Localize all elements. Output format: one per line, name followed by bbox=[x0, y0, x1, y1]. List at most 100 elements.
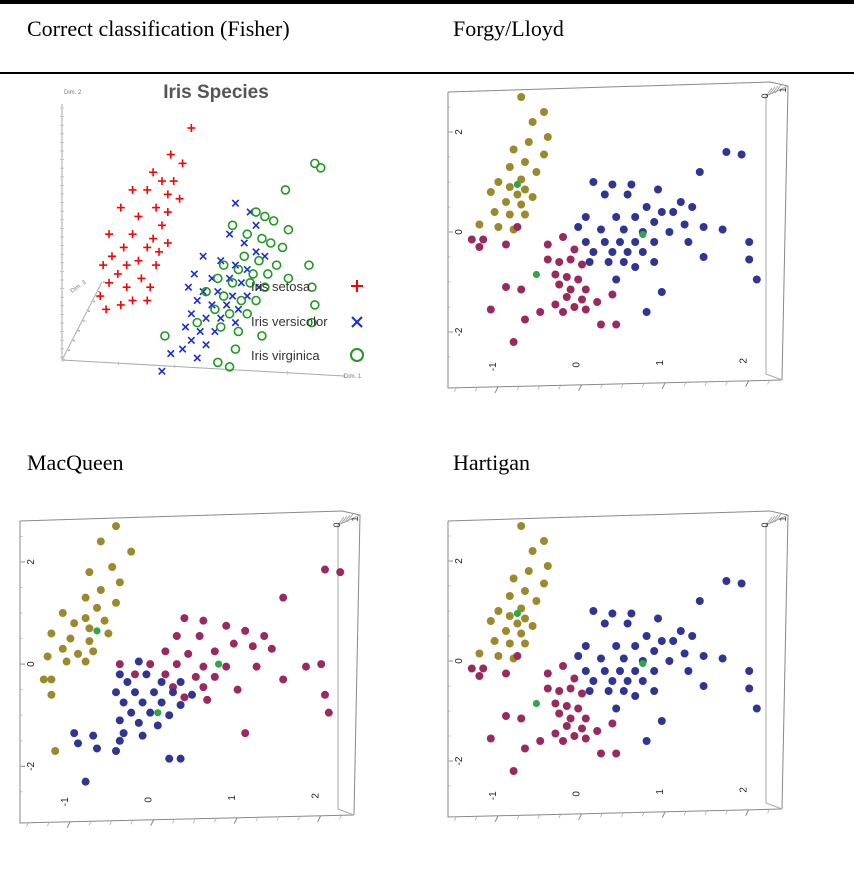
hartigan-cluster-2-point bbox=[559, 662, 567, 670]
macqueen-x-tick bbox=[317, 815, 322, 823]
setosa-point bbox=[113, 269, 122, 278]
macqueen-cluster-3-point bbox=[188, 690, 196, 699]
macqueen-cluster-1-point bbox=[96, 537, 105, 546]
macqueen-cluster-2-point bbox=[229, 639, 238, 648]
hartigan-cluster-3-point bbox=[752, 704, 761, 713]
setosa-point bbox=[116, 300, 125, 309]
setosa-point bbox=[187, 124, 196, 132]
macqueen-cluster-3-point bbox=[157, 678, 166, 686]
virginica-point bbox=[218, 291, 229, 301]
virginica-point bbox=[227, 278, 238, 288]
forgy-cluster-2-point bbox=[486, 305, 495, 314]
forgy-cluster-3-point bbox=[642, 203, 651, 211]
hartigan-cluster-2-point bbox=[486, 734, 495, 743]
forgy-cluster-2-point bbox=[559, 233, 567, 241]
hartigan-cluster-2-point bbox=[597, 749, 605, 758]
virginica-point bbox=[213, 273, 223, 284]
heading-hartigan: Hartigan bbox=[453, 450, 530, 475]
forgy-cluster-3-point bbox=[585, 258, 594, 266]
hartigan-cluster-3-point bbox=[654, 614, 662, 623]
hartigan-cluster-3-point bbox=[581, 642, 590, 650]
dim3-tick bbox=[73, 339, 75, 342]
hartigan-cluster-3-point bbox=[600, 667, 609, 675]
forgy-cluster-2-point bbox=[597, 320, 605, 329]
virginica-point bbox=[283, 224, 294, 235]
versicolor-point bbox=[237, 279, 246, 287]
macqueen-cluster-3-point bbox=[153, 721, 162, 730]
forgy-cluster-2-point bbox=[536, 308, 545, 316]
macqueen-corner-tick bbox=[337, 516, 345, 526]
macqueen-corner-tick bbox=[343, 514, 351, 524]
dim3-tick bbox=[78, 329, 80, 332]
dim3-tick bbox=[88, 310, 90, 313]
legend-label-versicolor: Iris versicolor bbox=[251, 314, 328, 329]
macqueen-cluster-3-point bbox=[176, 701, 185, 709]
forgy-cluster-1-point bbox=[532, 168, 541, 176]
forgy-x-tick-label: 1 bbox=[655, 360, 666, 366]
forgy-cluster-3-point bbox=[623, 190, 632, 199]
macqueen-cluster-1-point bbox=[39, 675, 48, 684]
hartigan-cluster-3-point bbox=[680, 649, 689, 658]
macqueen-x-tick bbox=[233, 817, 238, 825]
macqueen-cluster-2-point bbox=[195, 632, 204, 640]
versicolor-point bbox=[231, 199, 240, 207]
hartigan-cluster-1-point bbox=[521, 587, 529, 595]
setosa-point bbox=[128, 230, 137, 239]
hartigan-cluster-3-point bbox=[642, 632, 651, 640]
macqueen-centroid bbox=[93, 627, 101, 635]
forgy-cluster-3-point bbox=[631, 213, 640, 221]
hartigan-cluster-1-point bbox=[475, 649, 484, 658]
macqueen-x-minor-tick bbox=[213, 818, 217, 823]
legend-label-setosa: Iris setosa bbox=[251, 279, 311, 294]
setosa-point bbox=[116, 203, 125, 212]
virginica-point bbox=[218, 260, 229, 270]
macqueen-cluster-3-point bbox=[176, 754, 185, 763]
forgy-x-minor-tick bbox=[537, 385, 541, 390]
dim3-tick bbox=[68, 349, 70, 352]
forgy-cluster-3-point bbox=[699, 253, 708, 261]
forgy-x-minor-tick bbox=[704, 381, 708, 386]
macqueen-cluster-3-point bbox=[131, 688, 139, 697]
forgy-cluster-3-point bbox=[608, 180, 617, 189]
hartigan-cluster-2-point bbox=[559, 737, 567, 745]
setosa-point bbox=[146, 283, 155, 292]
fisher-points bbox=[96, 124, 326, 376]
macqueen-cluster-2-point bbox=[199, 662, 208, 671]
hartigan-corner-tick bbox=[768, 515, 776, 525]
forgy-cluster-2-point bbox=[475, 243, 484, 251]
macqueen-cluster-3-point bbox=[81, 777, 90, 786]
forgy-z-tick-label: 1 bbox=[778, 87, 788, 92]
forgy-corner-tick bbox=[765, 87, 773, 97]
hartigan-cluster-2-point bbox=[608, 719, 617, 728]
setosa-point bbox=[96, 292, 105, 301]
hartigan-cluster-3-point bbox=[650, 647, 659, 655]
hartigan-corner-tick bbox=[765, 516, 773, 526]
hartigan-cluster-2-point bbox=[551, 699, 560, 708]
versicolor-point bbox=[231, 261, 240, 269]
forgy-cluster-3-point bbox=[581, 213, 590, 221]
hartigan-cluster-2-point bbox=[566, 684, 575, 693]
hartigan-x-minor-tick bbox=[558, 814, 562, 819]
macqueen-cluster-2-point bbox=[252, 662, 261, 671]
hartigan-cluster-1-point bbox=[486, 617, 495, 625]
dim3-tick bbox=[93, 300, 95, 303]
macqueen-cluster-3-point bbox=[165, 711, 174, 720]
macqueen-cluster-1-point bbox=[70, 619, 79, 628]
macqueen-cluster-1-point bbox=[100, 616, 109, 625]
hartigan-x-tick bbox=[661, 811, 666, 819]
macqueen-cluster-1-point bbox=[58, 644, 67, 653]
setosa-point bbox=[166, 150, 175, 159]
forgy-cluster-2-point bbox=[551, 270, 560, 279]
macqueen-cluster-2-point bbox=[241, 729, 250, 738]
forgy-cluster-3-point bbox=[600, 238, 609, 246]
forgy-x-tick bbox=[661, 382, 666, 390]
forgy-centroid bbox=[639, 230, 647, 239]
macqueen-cluster-3-point bbox=[115, 736, 124, 745]
virginica-point bbox=[280, 185, 291, 195]
macqueen-cluster-3-point bbox=[123, 678, 132, 686]
hartigan-cluster-2-point bbox=[543, 669, 552, 678]
hartigan-cluster-2-point bbox=[581, 714, 590, 723]
hartigan-cluster-3-point bbox=[585, 687, 594, 695]
forgy-box-bottom-edge bbox=[765, 373, 783, 381]
hartigan-cluster-2-point bbox=[562, 702, 571, 710]
